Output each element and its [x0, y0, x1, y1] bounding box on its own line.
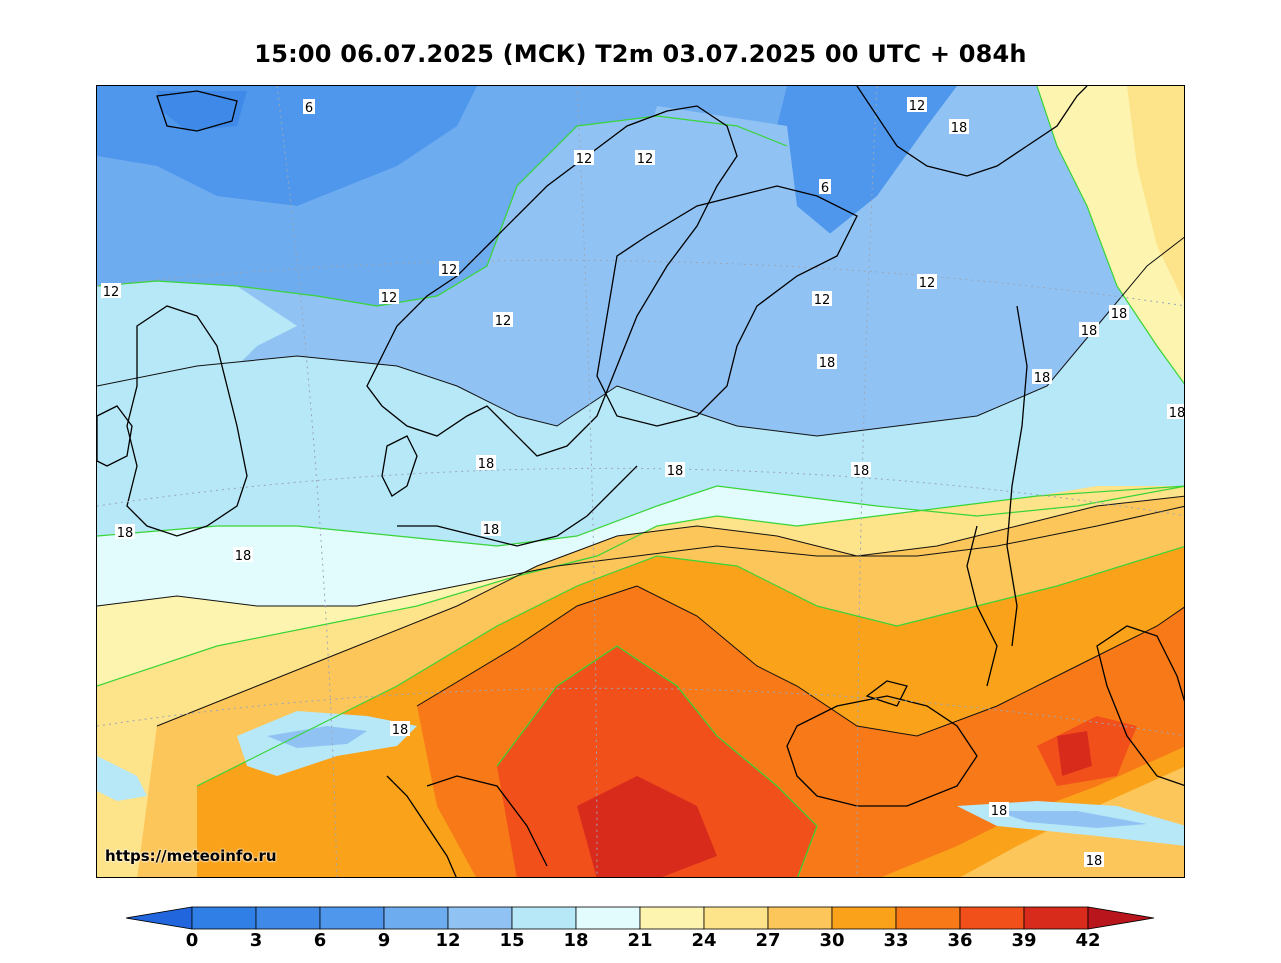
contour-label: 18: [392, 723, 409, 738]
colorbar-tick-label: 24: [691, 930, 717, 951]
contour-label: 18: [1086, 854, 1103, 869]
colorbar-segment: [575, 906, 641, 930]
colorbar-tick-label: 30: [819, 930, 845, 951]
colorbar-tick-label: 6: [313, 930, 327, 951]
colorbar-segment: [191, 906, 257, 930]
colorbar-segment: [1023, 906, 1089, 930]
colorbar-segment: [895, 906, 961, 930]
contour-label: 18: [667, 464, 684, 479]
contour-label: 12: [909, 99, 926, 114]
zone-39-42-east: [1057, 731, 1092, 776]
colorbar-tick-label: 18: [563, 930, 589, 951]
coastlines: [97, 86, 1184, 877]
contour-label: 12: [814, 293, 831, 308]
colorbar-segment: [319, 906, 385, 930]
contour-label: 18: [1111, 307, 1128, 322]
colorbar-tick-label: 15: [499, 930, 525, 951]
contour-labels: 6 12 18 12 12 6 12 12 12 12 12 12 18 18 …: [101, 97, 1185, 869]
colorbar-under-arrow: [126, 906, 193, 930]
contour-label: 18: [991, 804, 1008, 819]
contour-label: 12: [103, 285, 120, 300]
west-cool: [97, 756, 147, 801]
contour-label: 18: [478, 457, 495, 472]
zone-15-18-west: [97, 281, 297, 446]
zone-12-15-east: [617, 86, 1184, 426]
colorbar-tick-label: 0: [185, 930, 199, 951]
contour-label: 12: [441, 263, 458, 278]
graticule: [97, 86, 1184, 877]
colorbar-over-arrow: [1087, 906, 1155, 930]
colorbar-segment: [639, 906, 705, 930]
colorbar-tick-label: 27: [755, 930, 781, 951]
contour-label: 18: [117, 526, 134, 541]
contour-label: 12: [381, 291, 398, 306]
temperature-map: 6 12 18 12 12 6 12 12 12 12 12 12 18 18 …: [96, 85, 1185, 878]
colorbar-tick-label: 12: [435, 930, 461, 951]
colorbar-tick-label: 33: [883, 930, 909, 951]
black-contours: [97, 236, 1184, 737]
colorbar-segments: [191, 906, 1089, 930]
contour-label: 12: [637, 152, 654, 167]
caucasus-cold: [997, 811, 1147, 828]
zone-15-18: [97, 237, 1184, 546]
map-canvas: 6 12 18 12 12 6 12 12 12 12 12 12 18 18 …: [97, 86, 1185, 877]
colorbar-segment: [831, 906, 897, 930]
colorbar-segment: [511, 906, 577, 930]
contour-label: 18: [483, 523, 500, 538]
contour-label: 12: [495, 314, 512, 329]
contour-label: 18: [1169, 406, 1185, 421]
colorbar-tick-label: 9: [377, 930, 391, 951]
green-contours: [97, 86, 1184, 877]
zone-39-42: [577, 776, 717, 877]
zone-3-6: [157, 91, 247, 131]
contour-label: 18: [235, 549, 252, 564]
colorbar-tick-label: 42: [1075, 930, 1101, 951]
contour-label: 18: [1081, 324, 1098, 339]
map-title: 15:00 06.07.2025 (МСК) T2m 03.07.2025 00…: [254, 40, 1027, 68]
contour-label: 6: [821, 181, 829, 196]
colorbar-tick-label: 21: [627, 930, 653, 951]
contour-label: 12: [919, 276, 936, 291]
colorbar-tick-label: 36: [947, 930, 973, 951]
colorbar-segment: [255, 906, 321, 930]
colorbar-tick-label: 39: [1011, 930, 1037, 951]
contour-label: 18: [819, 356, 836, 371]
contour-label: 18: [1034, 371, 1051, 386]
colorbar: [126, 906, 1155, 930]
colorbar-segment: [383, 906, 449, 930]
contour-label: 6: [305, 101, 313, 116]
contour-label: 18: [951, 121, 968, 136]
colorbar-segment: [447, 906, 513, 930]
colorbar-segment: [767, 906, 833, 930]
zone-6-9-kola: [747, 86, 957, 236]
alps-cold: [267, 726, 367, 748]
source-url[interactable]: https://meteoinfo.ru: [105, 847, 277, 865]
zone-36-39: [497, 646, 817, 877]
colorbar-segment: [703, 906, 769, 930]
colorbar-segment: [959, 906, 1025, 930]
contour-label: 18: [853, 464, 870, 479]
colorbar-tick-label: 3: [249, 930, 263, 951]
contour-label: 12: [576, 152, 593, 167]
